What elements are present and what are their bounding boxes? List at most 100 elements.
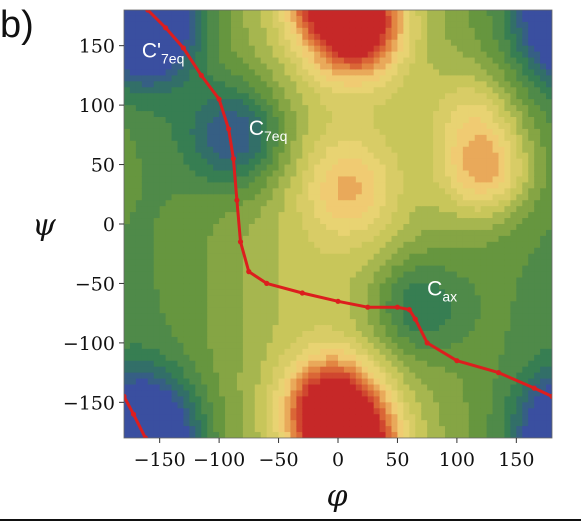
contour-cell [367, 152, 375, 160]
contour-cell [290, 218, 297, 225]
contour-cell [456, 414, 464, 421]
contour-cell [439, 206, 446, 213]
contour-cell [159, 420, 167, 427]
contour-cell [231, 289, 238, 296]
contour-cell [183, 111, 190, 118]
contour-cell [492, 342, 500, 350]
contour-cell [242, 218, 250, 225]
contour-cell [349, 348, 357, 356]
contour-cell [343, 241, 351, 249]
contour-cell [373, 93, 381, 100]
contour-cell [445, 188, 452, 195]
contour-cell [528, 10, 535, 17]
contour-cell [433, 283, 440, 290]
contour-cell [284, 10, 292, 17]
contour-cell [349, 99, 357, 106]
contour-cell [129, 229, 137, 237]
contour-cell [385, 21, 393, 29]
contour-cell [225, 182, 232, 189]
contour-cell [248, 21, 256, 29]
contour-cell [213, 378, 220, 386]
contour-cell [439, 117, 446, 124]
contour-cell [183, 432, 190, 438]
contour-cell [290, 57, 297, 65]
contour-cell [385, 33, 393, 41]
contour-cell [385, 45, 393, 53]
contour-cell [456, 146, 464, 154]
contour-cell [504, 93, 511, 100]
contour-cell [171, 75, 179, 82]
contour-cell [183, 218, 190, 225]
contour-cell [373, 265, 381, 273]
contour-cell [474, 128, 482, 136]
contour-cell [236, 81, 244, 88]
contour-cell [195, 372, 202, 380]
contour-cell [129, 105, 137, 112]
contour-cell [534, 111, 541, 118]
contour-cell [248, 105, 256, 112]
contour-cell [338, 10, 345, 17]
contour-cell [492, 259, 500, 267]
contour-cell [498, 21, 506, 29]
contour-cell [326, 229, 333, 237]
contour-cell [415, 229, 422, 237]
contour-cell [349, 117, 357, 124]
contour-cell [433, 241, 440, 249]
contour-cell [302, 63, 309, 71]
contour-cell [486, 224, 494, 231]
contour-cell [225, 253, 232, 261]
contour-cell [266, 390, 274, 397]
contour-cell [326, 146, 333, 154]
contour-cell [278, 63, 286, 71]
contour-cell [171, 51, 179, 59]
contour-cell [415, 235, 422, 243]
contour-cell [219, 307, 226, 314]
contour-cell [409, 372, 416, 380]
contour-cell [314, 408, 321, 415]
contour-cell [373, 182, 381, 189]
contour-cell [516, 45, 523, 53]
contour-cell [165, 81, 173, 88]
contour-cell [528, 188, 535, 195]
contour-cell [314, 235, 321, 243]
contour-cell [403, 75, 410, 82]
contour-cell [183, 81, 190, 88]
contour-cell [367, 176, 375, 183]
contour-cell [349, 307, 357, 314]
contour-cell [385, 93, 393, 100]
contour-cell [236, 360, 244, 368]
contour-cell [308, 283, 315, 290]
contour-cell [248, 182, 256, 189]
contour-cell [177, 134, 185, 142]
contour-cell [254, 408, 262, 415]
contour-cell [159, 301, 167, 308]
contour-cell [332, 295, 339, 302]
contour-cell [409, 289, 416, 296]
contour-cell [338, 396, 345, 403]
contour-cell [254, 384, 262, 392]
contour-cell [450, 348, 458, 356]
contour-cell [468, 146, 476, 154]
contour-cell [361, 283, 369, 290]
contour-cell [492, 229, 500, 237]
contour-cell [165, 128, 173, 136]
contour-cell [254, 164, 262, 172]
contour-cell [409, 331, 416, 338]
contour-cell [129, 99, 137, 106]
contour-cell [314, 39, 321, 47]
contour-cell [415, 33, 422, 41]
contour-cell [492, 146, 500, 154]
contour-cell [343, 354, 351, 362]
contour-cell [141, 277, 149, 285]
contour-cell [427, 57, 434, 65]
contour-cell [528, 259, 535, 267]
contour-cell [462, 39, 470, 47]
contour-cell [201, 354, 208, 362]
contour-cell [302, 277, 309, 285]
contour-cell [338, 247, 345, 255]
contour-cell [343, 158, 351, 166]
contour-cell [462, 336, 470, 344]
contour-cell [528, 152, 535, 160]
contour-cell [254, 259, 262, 267]
